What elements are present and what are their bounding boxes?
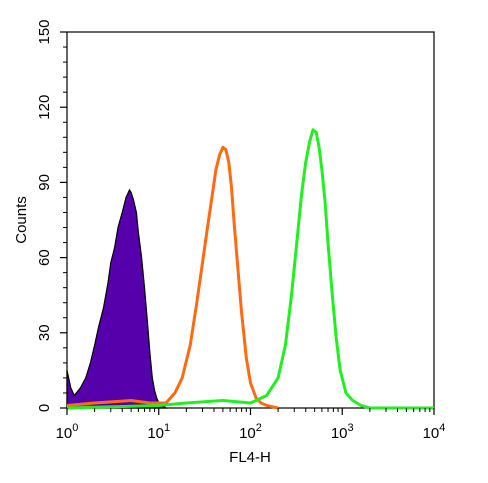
- y-tick-label-4: 120: [36, 95, 53, 120]
- y-tick-label-5: 150: [36, 19, 53, 44]
- series-1-line: [66, 145, 279, 410]
- y-axis-title: Counts: [13, 196, 30, 244]
- x-axis-title: FL4-H: [229, 449, 271, 466]
- x-tick-label-0: 100: [56, 422, 79, 442]
- x-tick-label-2: 102: [239, 422, 262, 442]
- series-layer: [66, 128, 434, 410]
- series-0-area: [66, 188, 168, 409]
- x-tick-label-3: 103: [331, 422, 354, 442]
- x-tick-label-1: 101: [147, 422, 170, 442]
- x-tick-label-4: 104: [423, 422, 446, 442]
- ticks-layer: 100 101 102 103 104 0 30 60 90 120 150: [36, 19, 445, 442]
- y-tick-label-0: 0: [36, 404, 53, 412]
- y-tick-label-1: 30: [36, 324, 53, 341]
- y-tick-label-2: 60: [36, 249, 53, 266]
- series-2-line: [66, 128, 434, 410]
- y-tick-label-3: 90: [36, 174, 53, 191]
